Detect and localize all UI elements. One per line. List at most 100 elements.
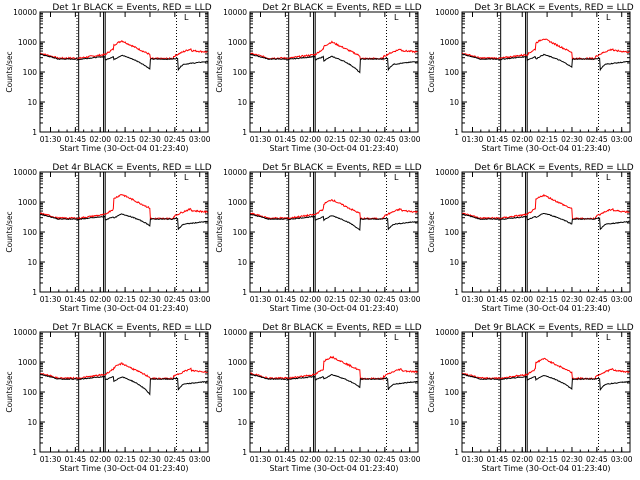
x-axis-label: Start Time (30-Oct-04 01:23:40) xyxy=(269,464,398,473)
legend-mark: L xyxy=(184,13,189,22)
y-axis-label: Counts/sec xyxy=(5,371,14,412)
y-tick-label: 10 xyxy=(449,98,459,107)
x-axis-label: Start Time (30-Oct-04 01:23:40) xyxy=(481,304,610,313)
plot-frame xyxy=(39,171,209,293)
x-tick-label: 02:30 xyxy=(139,455,161,464)
x-tick-label: 02:00 xyxy=(89,455,111,464)
y-axis-label: Counts/sec xyxy=(427,371,436,412)
x-tick-label: 02:15 xyxy=(114,135,136,144)
x-tick-label: 01:30 xyxy=(250,135,272,144)
events-series-line xyxy=(250,214,418,232)
events-series-line xyxy=(462,213,630,231)
panel-title: Det 6r BLACK = Events, RED = LLD xyxy=(474,163,633,173)
events-series-line xyxy=(250,373,418,391)
x-tick-label: 01:30 xyxy=(250,455,272,464)
y-tick-label: 10000 xyxy=(223,168,247,177)
x-tick-label: 02:45 xyxy=(164,455,186,464)
x-tick-label: 01:30 xyxy=(462,135,484,144)
x-tick-label: 03:00 xyxy=(189,455,211,464)
plot-frame xyxy=(249,171,419,293)
lld-series-line xyxy=(462,357,630,381)
y-tick-label: 100 xyxy=(233,68,248,77)
events-series-line xyxy=(250,54,418,74)
x-axis-label: Start Time (30-Oct-04 01:23:40) xyxy=(59,464,188,473)
y-tick-label: 1 xyxy=(242,128,247,137)
y-tick-label: 100 xyxy=(445,388,460,397)
y-tick-label: 10000 xyxy=(223,328,247,337)
x-tick-label: 02:00 xyxy=(299,295,321,304)
x-axis-label: Start Time (30-Oct-04 01:23:40) xyxy=(481,464,610,473)
y-tick-label: 1 xyxy=(454,288,459,297)
y-tick-label: 10 xyxy=(237,98,247,107)
x-tick-label: 02:45 xyxy=(586,455,608,464)
y-axis-label: Counts/sec xyxy=(5,211,14,252)
x-tick-label: 02:30 xyxy=(349,295,371,304)
x-tick-label: 03:00 xyxy=(611,135,633,144)
lld-series-line xyxy=(39,194,208,221)
x-tick-label: 02:30 xyxy=(349,135,371,144)
x-tick-label: 01:30 xyxy=(40,295,62,304)
y-tick-label: 10000 xyxy=(13,8,37,17)
x-tick-label: 03:00 xyxy=(399,455,421,464)
x-tick-label: 02:30 xyxy=(561,135,583,144)
y-tick-label: 10 xyxy=(449,418,459,427)
plot-frame xyxy=(461,11,631,133)
x-tick-label: 02:15 xyxy=(114,455,136,464)
legend-mark: L xyxy=(394,173,399,182)
plot-frame xyxy=(249,331,419,453)
lld-series-line xyxy=(461,38,630,61)
y-tick-label: 100 xyxy=(23,68,38,77)
y-tick-label: 1 xyxy=(454,128,459,137)
x-tick-label: 02:15 xyxy=(536,455,558,464)
y-tick-label: 10 xyxy=(27,418,37,427)
legend-mark: L xyxy=(606,173,611,182)
x-axis-label: Start Time (30-Oct-04 01:23:40) xyxy=(269,144,398,153)
events-series-line xyxy=(40,373,208,396)
x-tick-label: 02:30 xyxy=(139,295,161,304)
y-tick-label: 10 xyxy=(27,258,37,267)
y-axis-label: Counts/sec xyxy=(5,51,14,92)
y-tick-label: 1 xyxy=(32,448,37,457)
x-tick-label: 03:00 xyxy=(611,455,633,464)
x-axis-label: Start Time (30-Oct-04 01:23:40) xyxy=(481,144,610,153)
x-tick-label: 02:00 xyxy=(511,455,533,464)
panel-title: Det 4r BLACK = Events, RED = LLD xyxy=(52,163,211,173)
x-tick-label: 02:15 xyxy=(536,295,558,304)
events-series-line xyxy=(39,53,208,72)
x-tick-label: 02:30 xyxy=(561,295,583,304)
x-tick-label: 02:45 xyxy=(374,135,396,144)
y-axis-label: Counts/sec xyxy=(215,51,224,92)
x-tick-label: 02:30 xyxy=(139,135,161,144)
x-tick-label: 03:00 xyxy=(611,295,633,304)
x-tick-label: 01:45 xyxy=(275,295,297,304)
x-tick-label: 02:45 xyxy=(374,455,396,464)
panel-title: Det 5r BLACK = Events, RED = LLD xyxy=(262,163,421,173)
panel-title: Det 1r BLACK = Events, RED = LLD xyxy=(52,3,211,13)
panel-title: Det 9r BLACK = Events, RED = LLD xyxy=(474,323,633,333)
x-tick-label: 01:45 xyxy=(275,455,297,464)
y-tick-label: 10000 xyxy=(435,8,459,17)
y-tick-label: 1000 xyxy=(228,38,247,47)
plot-frame xyxy=(249,11,419,133)
y-tick-label: 10 xyxy=(27,98,37,107)
y-axis-label: Counts/sec xyxy=(427,51,436,92)
y-tick-label: 100 xyxy=(233,228,248,237)
y-tick-label: 1 xyxy=(32,128,37,137)
y-axis-label: Counts/sec xyxy=(215,211,224,252)
y-tick-label: 1000 xyxy=(18,358,37,367)
x-tick-label: 02:00 xyxy=(299,135,321,144)
y-tick-label: 1 xyxy=(454,448,459,457)
x-axis-label: Start Time (30-Oct-04 01:23:40) xyxy=(269,304,398,313)
y-tick-label: 1000 xyxy=(18,38,37,47)
x-tick-label: 02:15 xyxy=(324,135,346,144)
y-tick-label: 100 xyxy=(445,68,460,77)
x-tick-label: 02:00 xyxy=(89,295,111,304)
x-tick-label: 02:45 xyxy=(586,135,608,144)
